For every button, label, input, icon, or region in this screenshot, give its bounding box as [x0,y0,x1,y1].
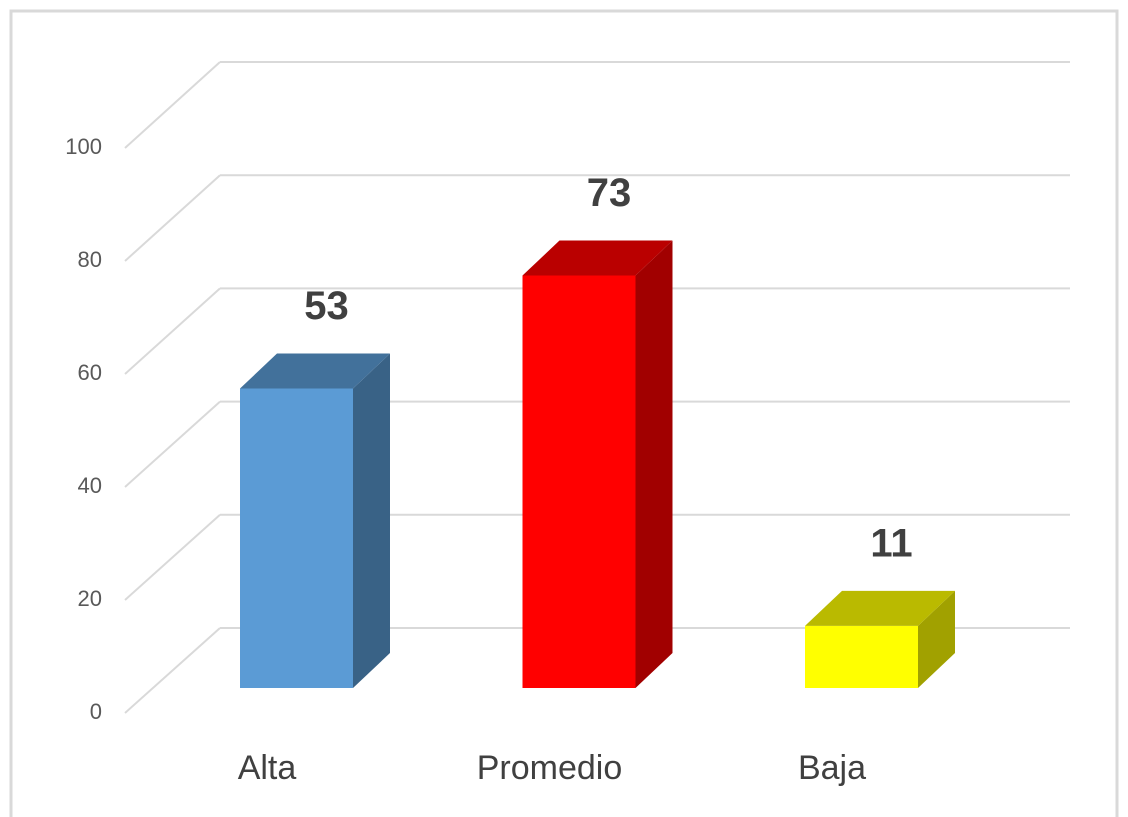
bar-side [635,240,673,689]
bar-top [522,240,673,276]
grid-line [124,174,221,262]
bar-front [240,388,353,688]
x-tick-label: Alta [238,749,297,787]
grid-line [124,400,221,488]
y-tick-label: 60 [78,360,102,385]
bar-top [240,353,390,389]
value-label: 73 [587,171,632,215]
grid-line [124,627,221,714]
bar-side [353,353,390,688]
value-label: 53 [304,284,349,328]
grid-line [124,287,221,375]
bar-side [918,590,955,688]
bar-front [522,275,636,688]
y-tick-label: 100 [65,134,102,159]
value-label: 11 [870,521,912,565]
x-tick-label: Baja [798,749,866,787]
grid-line [124,61,221,149]
bar [805,590,955,688]
grid-line [124,514,221,601]
bar-front [805,625,918,688]
y-tick-label: 40 [78,473,102,498]
bar [522,240,673,689]
y-tick-label: 80 [78,247,102,272]
y-tick-label: 20 [78,586,102,611]
bar [240,353,390,688]
x-tick-label: Promedio [477,749,623,787]
y-tick-label: 0 [90,699,102,724]
bar-top [805,590,955,626]
